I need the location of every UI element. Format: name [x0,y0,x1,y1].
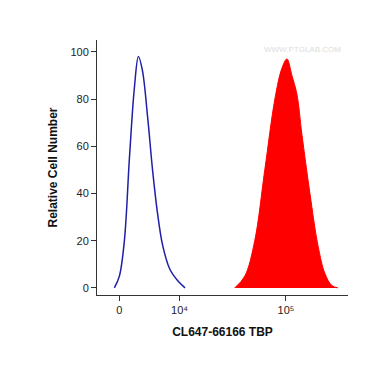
svg-text:Relative Cell Number: Relative Cell Number [46,107,60,227]
svg-text:WWW.PTGLAB.COM: WWW.PTGLAB.COM [264,45,341,54]
svg-text:100: 100 [70,46,88,58]
svg-text:10⁴: 10⁴ [171,304,188,316]
svg-text:20: 20 [77,235,89,247]
svg-text:0: 0 [83,282,89,294]
svg-text:80: 80 [77,93,89,105]
svg-text:40: 40 [77,187,89,199]
svg-text:0: 0 [116,304,122,316]
svg-text:CL647-66166 TBP: CL647-66166 TBP [172,325,273,339]
svg-text:60: 60 [77,140,89,152]
svg-text:10⁵: 10⁵ [278,304,295,316]
